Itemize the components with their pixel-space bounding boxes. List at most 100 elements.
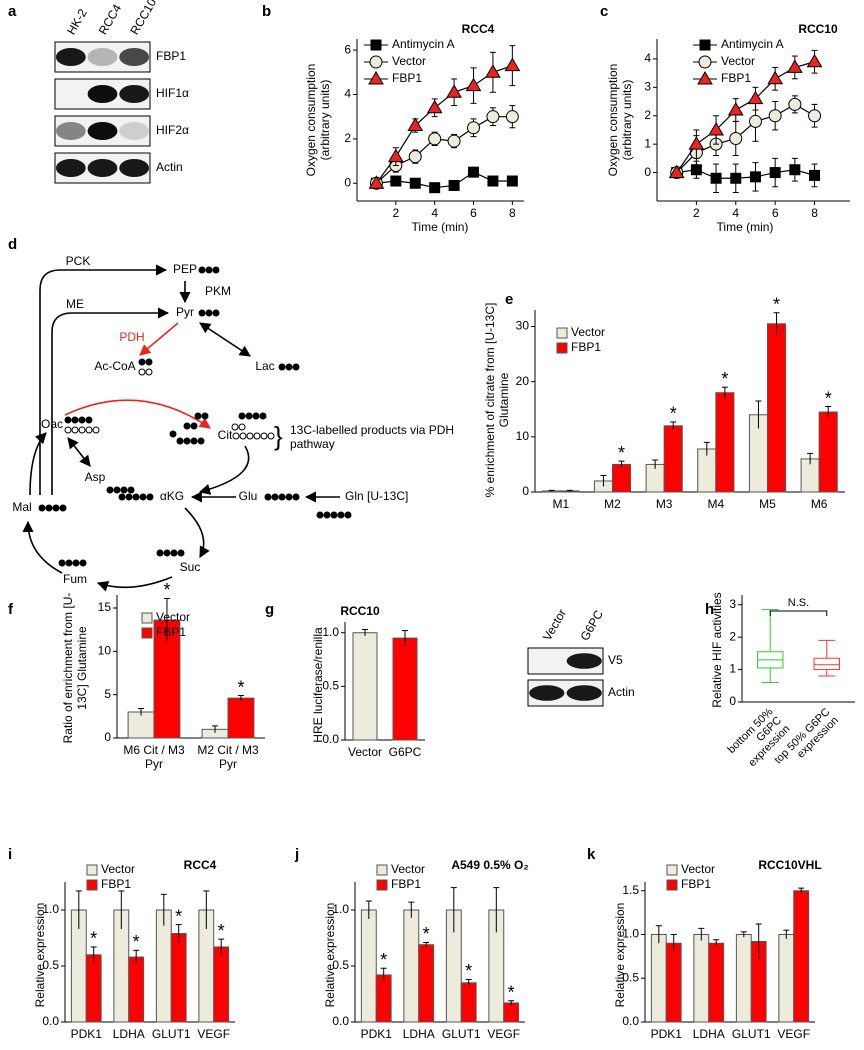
x-tick-label: 4 — [431, 206, 438, 220]
marker — [487, 175, 499, 187]
carbon-dot — [267, 432, 275, 440]
legend-swatch — [376, 879, 388, 891]
x-tick-label: M6 Cit / M3 Pyr — [123, 743, 185, 771]
arrow — [39, 264, 168, 495]
marker — [767, 70, 784, 85]
legend-label: FBP1 — [156, 625, 186, 639]
bar — [403, 909, 420, 1023]
blot-band — [566, 653, 602, 669]
marker — [747, 90, 764, 105]
y-tick-label: 10 — [516, 429, 530, 443]
marker — [408, 150, 422, 164]
y-tick-label: 1.0 — [622, 927, 639, 941]
y-tick-label: 0.5 — [332, 958, 349, 972]
lane-label: HK-2 — [64, 6, 90, 37]
row-label: Actin — [156, 160, 183, 174]
marker — [505, 110, 519, 124]
panel-title: RCC10 — [340, 604, 380, 618]
blot-band — [119, 48, 150, 66]
carbon-dot — [285, 363, 293, 371]
carbon-dot — [72, 559, 80, 567]
blot-band — [87, 85, 118, 103]
bar — [213, 946, 230, 1023]
bar — [693, 934, 710, 1023]
carbon-dot — [177, 549, 185, 557]
legend-swatch — [141, 612, 153, 624]
bar — [715, 392, 735, 493]
x-tick-label: 6 — [772, 206, 779, 220]
marker — [467, 121, 481, 135]
carbon-dot — [190, 437, 198, 445]
bar — [128, 956, 145, 1023]
panel-letter: a — [8, 3, 17, 20]
x-tick-label: M4 — [707, 497, 725, 511]
marker — [809, 169, 821, 181]
carbon-dot — [78, 416, 86, 424]
blot-band — [119, 122, 150, 140]
x-tick-label: VEGF — [197, 1027, 231, 1041]
diagram-label: Ac-CoA — [94, 359, 135, 373]
x-tick-label: LDHA — [402, 1027, 435, 1041]
row-label: V5 — [608, 653, 623, 667]
bar — [503, 1002, 520, 1023]
marker — [708, 121, 724, 136]
bar — [352, 632, 378, 741]
carbon-dot — [232, 432, 240, 440]
marker — [468, 166, 480, 178]
x-tick-label: M2 Cit / M3 Pyr — [197, 743, 259, 771]
y-tick-label: 0.0 — [622, 1014, 639, 1028]
blot-band — [87, 159, 118, 177]
y-tick-label: 5 — [104, 687, 111, 701]
y-tick-label: 6 — [344, 42, 351, 56]
carbon-dot — [183, 422, 191, 430]
significance-mark: * — [825, 388, 832, 408]
y-tick-label: 30 — [516, 319, 530, 333]
legend-label: Vector — [156, 610, 190, 624]
y-axis-label: Relative expression — [33, 902, 47, 1008]
bar — [735, 934, 752, 1023]
significance-mark: * — [721, 369, 728, 389]
carbon-dot — [330, 511, 338, 519]
y-axis-label: Relative expression — [323, 902, 337, 1008]
bar — [778, 934, 795, 1023]
bar — [767, 323, 787, 493]
arrow — [51, 307, 170, 495]
legend-swatch — [376, 864, 388, 876]
bar — [460, 982, 477, 1023]
y-tick-label: 1 — [729, 662, 736, 676]
legend-label: Vector — [571, 325, 605, 339]
x-axis-label: Time (min) — [717, 220, 774, 234]
carbon-dot — [163, 549, 171, 557]
legend-label: Vector — [392, 54, 426, 68]
marker — [448, 179, 460, 191]
panel-title: RCC10 — [798, 22, 838, 36]
blot-band — [55, 122, 86, 140]
y-tick-label: 2 — [344, 131, 351, 145]
legend-label: Vector — [681, 862, 715, 876]
y-tick-label: 1 — [644, 136, 651, 150]
x-axis-label: Time (min) — [412, 220, 469, 234]
bar — [170, 933, 187, 1023]
arrow — [139, 322, 179, 356]
bar — [818, 411, 838, 493]
y-tick-label: 1.5 — [622, 883, 639, 897]
y-tick-label: 0 — [104, 730, 111, 744]
carbon-dot — [316, 511, 324, 519]
marker — [698, 55, 712, 69]
x-tick-label: 6 — [470, 206, 477, 220]
arrow — [184, 507, 210, 558]
legend-label: FBP1 — [571, 340, 601, 354]
significance-mark: * — [133, 932, 140, 952]
y-tick-label: 0.5 — [622, 970, 639, 984]
row-label: Actin — [608, 685, 635, 699]
carbon-dot — [59, 504, 67, 512]
panel-letter: d — [8, 236, 17, 253]
marker — [387, 148, 404, 163]
marker — [730, 172, 742, 184]
marker — [390, 175, 402, 187]
legend-swatch — [556, 342, 568, 354]
legend-swatch — [86, 864, 98, 876]
carbon-dot — [58, 559, 66, 567]
panel-letter: e — [505, 291, 513, 308]
marker — [368, 71, 384, 85]
